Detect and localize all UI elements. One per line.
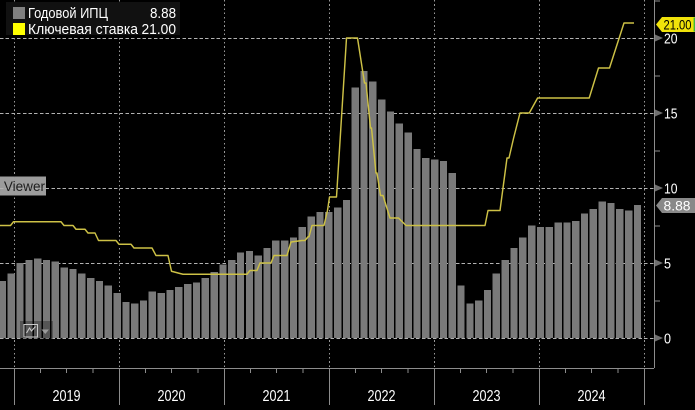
svg-text:2021: 2021 bbox=[263, 388, 291, 405]
svg-text:8.88: 8.88 bbox=[150, 5, 176, 22]
svg-text:8.88: 8.88 bbox=[664, 199, 691, 214]
svg-text:Годовой ИПЦ: Годовой ИПЦ bbox=[28, 5, 108, 22]
svg-text:2020: 2020 bbox=[158, 388, 186, 405]
svg-text:Ключевая ставка: Ключевая ставка bbox=[28, 21, 139, 38]
svg-text:10: 10 bbox=[664, 182, 678, 198]
svg-text:21.00: 21.00 bbox=[664, 18, 692, 33]
svg-text:2019: 2019 bbox=[53, 388, 81, 405]
svg-text:15: 15 bbox=[664, 107, 678, 123]
svg-text:Chart Viewer: Chart Viewer bbox=[0, 178, 45, 194]
svg-text:5: 5 bbox=[664, 257, 671, 273]
svg-text:0: 0 bbox=[664, 332, 671, 348]
svg-text:2024: 2024 bbox=[578, 388, 606, 405]
svg-text:2022: 2022 bbox=[368, 388, 396, 405]
svg-text:20: 20 bbox=[664, 32, 678, 48]
svg-text:2023: 2023 bbox=[473, 388, 501, 405]
svg-text:21.00: 21.00 bbox=[142, 21, 177, 38]
